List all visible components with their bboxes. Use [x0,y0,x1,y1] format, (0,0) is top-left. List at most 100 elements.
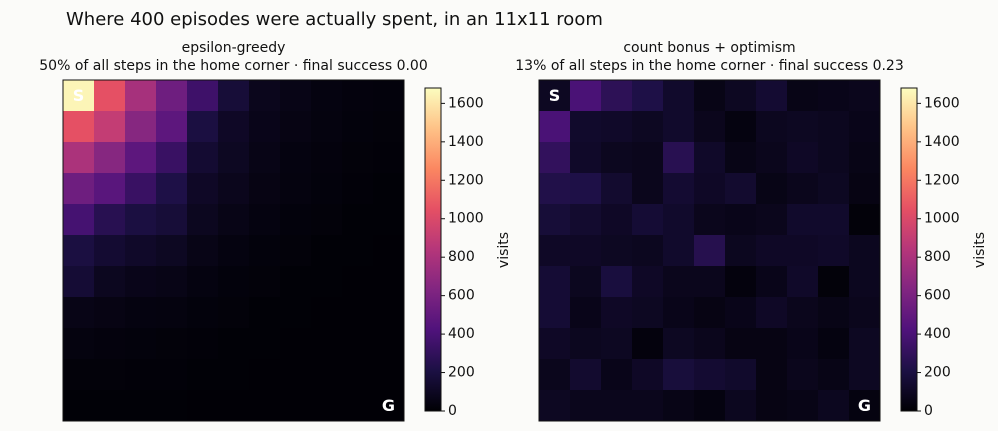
heatmap-cell [632,390,664,422]
heatmap-cell [632,266,664,298]
heatmap-cell [342,328,374,360]
heatmap-cell [156,111,188,143]
heatmap-cell [94,359,126,391]
heatmap-cell [342,297,374,329]
heatmap-cell [787,173,819,205]
heatmap-cell [311,266,343,298]
chart-subtitle: 13% of all steps in the home corner · fi… [515,58,904,74]
heatmap-cell [601,142,633,174]
heatmap-cell [156,328,188,360]
heatmap-cell [218,390,250,422]
heatmap-cell [280,235,312,267]
colorbar-tick-label: 1400 [924,134,960,150]
colorbar [900,87,918,412]
heatmap-cell [249,111,281,143]
heatmap-cell [373,111,405,143]
heatmap-cell [125,266,157,298]
heatmap-cell [249,266,281,298]
heatmap-cell [725,80,757,112]
heatmap-cell [342,142,374,174]
heatmap-cell [156,173,188,205]
plot-frame [62,79,405,422]
heatmap-cell [849,297,881,329]
heatmap-cell [280,173,312,205]
heatmap-cell [694,80,726,112]
heatmap-cell [187,204,219,236]
heatmap-cell [373,204,405,236]
heatmap-cell [280,111,312,143]
heatmap-cell [373,235,405,267]
heatmap-cell [125,80,157,112]
heatmap-cell [818,80,850,112]
heatmap-cell [156,359,188,391]
heatmap-cell [249,359,281,391]
goal-label: G [382,396,395,415]
heatmap-cell [570,142,602,174]
heatmap-cell [725,359,757,391]
heatmap-cell [187,359,219,391]
heatmap-cell [125,111,157,143]
heatmap-cell [539,328,571,360]
colorbar-tick-label: 1200 [924,172,960,188]
heatmap-cell [342,359,374,391]
heatmap-cell [663,390,695,422]
heatmap-cell [187,111,219,143]
colorbar-tick-label: 200 [448,365,475,381]
heatmap-cell [601,297,633,329]
heatmap-cell [601,173,633,205]
heatmap-cell [570,173,602,205]
heatmap-cell [725,390,757,422]
heatmap-cell [342,204,374,236]
heatmap-cell [725,173,757,205]
heatmap-cell [818,359,850,391]
heatmap-cell [311,80,343,112]
heatmap-cell [63,80,95,112]
heatmap-cell [187,80,219,112]
heatmap-cell [570,266,602,298]
heatmap-cell [849,173,881,205]
heatmap-cell [663,111,695,143]
heatmap-cell [694,204,726,236]
colorbar [424,87,442,412]
heatmap-cell [663,359,695,391]
chart-subtitle: 50% of all steps in the home corner · fi… [39,58,428,74]
heatmap-cell [663,204,695,236]
heatmap-cell [156,297,188,329]
heatmap-cell [63,235,95,267]
heatmap-cell [601,328,633,360]
heatmap-cell [125,359,157,391]
heatmap-cell [63,173,95,205]
heatmap-cell [373,142,405,174]
heatmap-cell [663,297,695,329]
heatmap-cell [725,297,757,329]
heatmap-cell [725,266,757,298]
colorbar-tick-label: 1000 [448,211,484,227]
chart-title: epsilon-greedy [182,40,286,56]
heatmap-cell [570,328,602,360]
colorbar-tick-label: 0 [924,403,933,419]
heatmap-cell [787,328,819,360]
figure-title: Where 400 episodes were actually spent, … [66,9,603,30]
heatmap-cell [156,390,188,422]
heatmap-cell [280,390,312,422]
chart-title: count bonus + optimism [623,40,795,56]
heatmap-cell [156,142,188,174]
heatmap-cell [249,142,281,174]
heatmap-cell [601,359,633,391]
heatmap-cell [849,204,881,236]
heatmap-cell [94,266,126,298]
heatmap-cell [694,235,726,267]
heatmap-cell [63,297,95,329]
heatmap-cell [663,142,695,174]
heatmap-cell [694,359,726,391]
heatmap-cell [539,235,571,267]
heatmap-cell [187,142,219,174]
heatmap-cell [218,297,250,329]
heatmap-cell [311,390,343,422]
heatmap-cell [63,390,95,422]
heatmap-cell [632,111,664,143]
heatmap-cell [187,173,219,205]
heatmap-cell [63,111,95,143]
